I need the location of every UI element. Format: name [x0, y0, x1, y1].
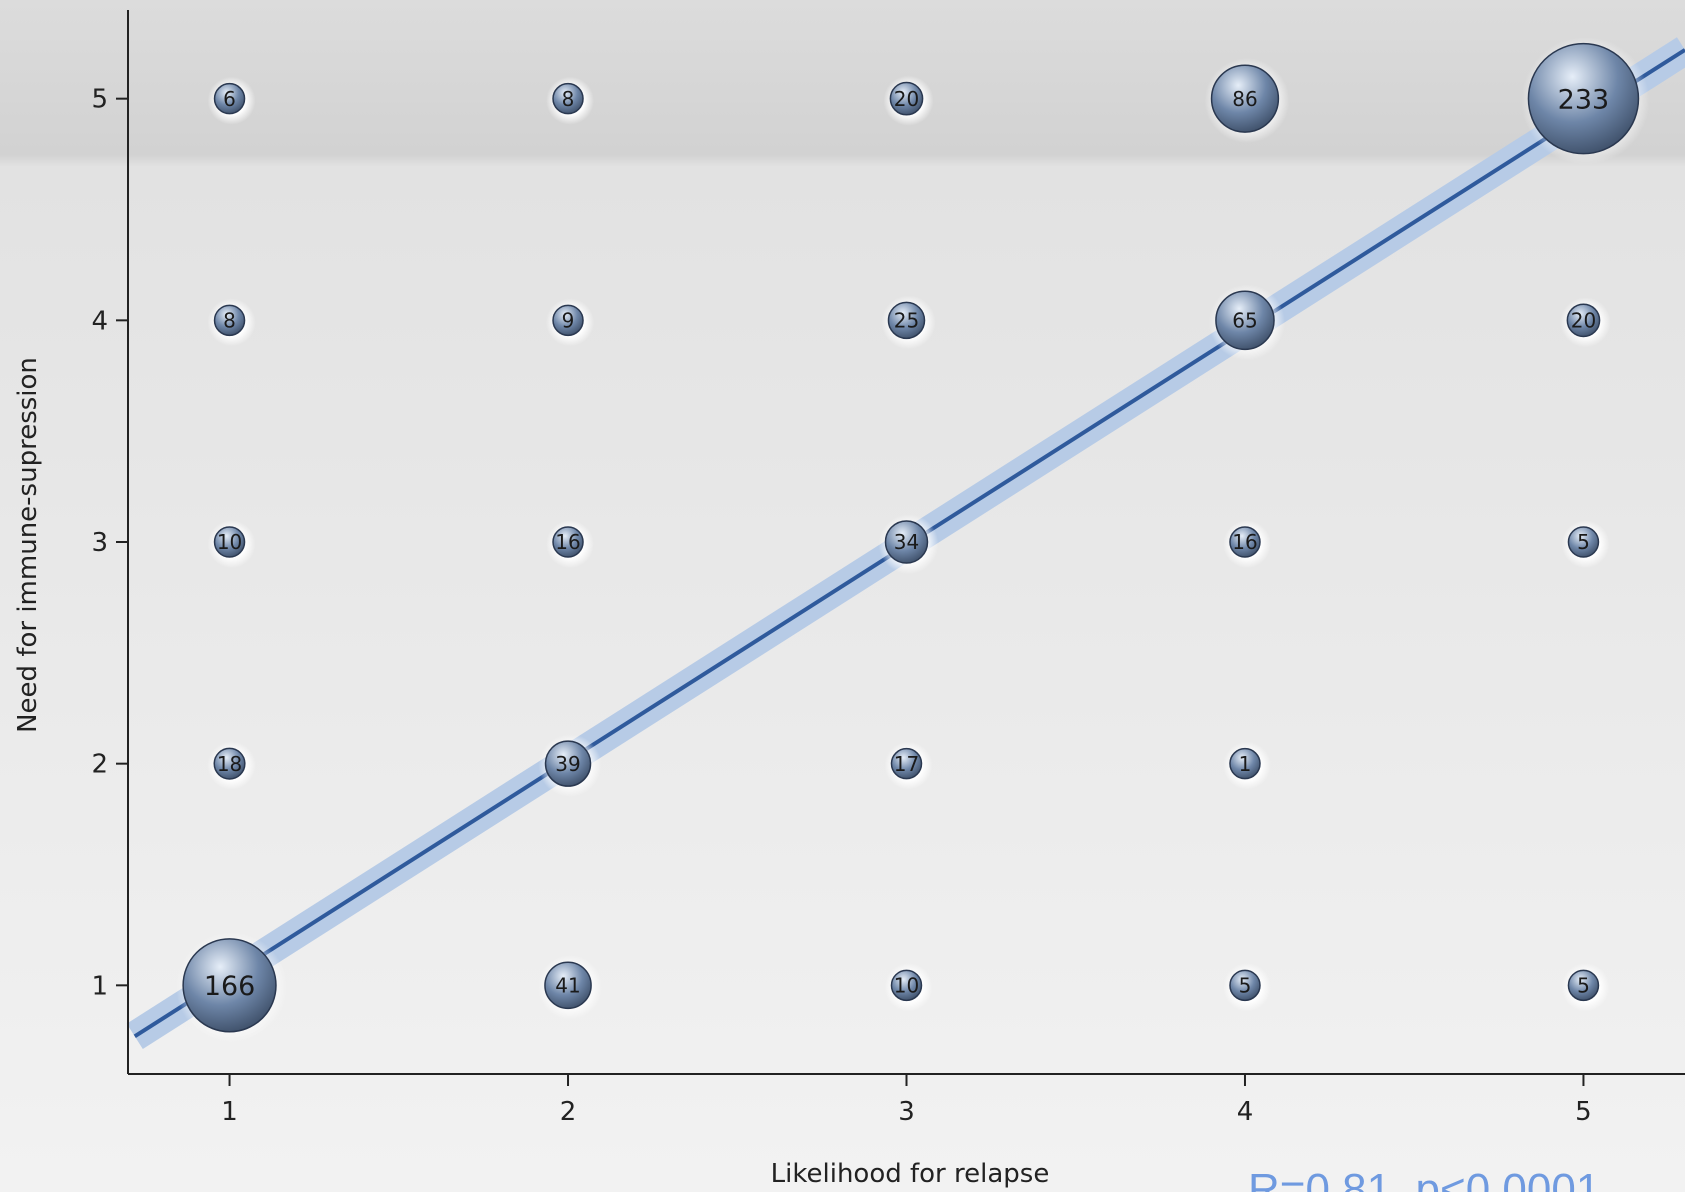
bubble-point: 20 — [1560, 297, 1611, 348]
bubble — [1567, 526, 1600, 558]
x-tick-label: 1 — [221, 1097, 238, 1127]
bubble-count-label: 10 — [217, 530, 242, 554]
bubble-count-label: 5 — [1577, 974, 1590, 998]
bubble — [213, 82, 246, 115]
bubble-count-label: 25 — [894, 309, 919, 333]
bubble-count-label: 20 — [1571, 309, 1596, 333]
bubble-point: 16 — [546, 520, 595, 568]
bubble-count-label: 18 — [217, 752, 242, 776]
bubble-count-label: 10 — [894, 974, 919, 998]
correlation-annotation: R=0.81, p<0.0001 — [1248, 1165, 1600, 1192]
bubble-point: 166 — [176, 931, 287, 1043]
bubble-count-label: 20 — [894, 87, 919, 111]
bubble-point: 10 — [884, 963, 933, 1012]
bubble — [887, 301, 926, 340]
y-axis-title: Need for immune-supression — [13, 357, 43, 733]
bubble-point: 5 — [1222, 963, 1271, 1012]
bubble-count-label: 86 — [1232, 87, 1257, 111]
bubble — [552, 304, 584, 337]
bubble — [1229, 526, 1261, 558]
bubble-count-label: 16 — [555, 530, 580, 554]
bubble — [182, 938, 277, 1033]
bubble — [213, 304, 246, 337]
bubble — [552, 526, 584, 558]
bubble — [1215, 290, 1275, 351]
bubble-count-label: 39 — [555, 752, 580, 776]
x-tick-label: 4 — [1237, 1097, 1254, 1127]
bubble — [890, 747, 923, 780]
bubble-point: 34 — [878, 513, 939, 575]
bubble-point: 9 — [546, 298, 595, 347]
bubble-point: 16 — [1222, 520, 1271, 568]
bubble-count-label: 6 — [223, 87, 236, 111]
bubble-count-label: 5 — [1239, 974, 1252, 998]
bubble — [1210, 64, 1280, 133]
bubble-count-label: 233 — [1558, 84, 1610, 115]
bubble-count-label: 8 — [562, 87, 575, 111]
bubble — [889, 81, 924, 116]
bubble-point: 1 — [1222, 741, 1271, 790]
bubble-count-label: 5 — [1577, 530, 1590, 554]
bubble-point: 41 — [537, 955, 603, 1020]
bubble-point: 39 — [538, 734, 602, 798]
bubble-point: 10 — [207, 520, 256, 568]
x-tick-label: 2 — [560, 1097, 577, 1127]
bubble — [1527, 42, 1640, 155]
y-tick-label: 2 — [91, 750, 108, 780]
bubble-count-label: 41 — [555, 974, 580, 998]
bubble — [1229, 747, 1261, 780]
bubble — [213, 526, 246, 558]
bubble-point: 86 — [1204, 58, 1290, 144]
bubble — [544, 961, 592, 1010]
bubble-count-label: 9 — [562, 309, 575, 333]
bubble-point: 8 — [546, 76, 595, 125]
bubble-point: 17 — [884, 741, 933, 790]
bubble-count-label: 1 — [1239, 752, 1252, 776]
bubble-point: 6 — [207, 76, 256, 125]
bubble — [890, 969, 923, 1002]
bubble-count-label: 17 — [894, 752, 919, 776]
bubble-count-label: 16 — [1232, 530, 1257, 554]
y-tick-label: 4 — [91, 306, 108, 336]
x-tick-label: 5 — [1575, 1097, 1592, 1127]
bubble-point: 5 — [1561, 963, 1610, 1012]
bubbles: 6 8 20 86 233 8 9 25 65 20 10 16 34 16 5 18 39 17 1 166 41 10… — [176, 36, 1650, 1043]
bubble-point: 18 — [207, 741, 256, 790]
bubble-count-label: 34 — [894, 530, 919, 554]
bubble-point: 5 — [1561, 520, 1610, 568]
bubble — [1229, 969, 1261, 1002]
bubble — [884, 520, 929, 564]
x-tick-label: 3 — [898, 1097, 915, 1127]
bubble-point: 20 — [883, 75, 934, 126]
bubble — [1566, 303, 1601, 338]
bubble-count-label: 166 — [204, 971, 255, 1002]
bubble-point: 8 — [207, 298, 256, 347]
y-tick-label: 5 — [91, 85, 108, 115]
bubble — [1567, 969, 1600, 1002]
bubble — [544, 740, 592, 787]
bubble — [213, 747, 246, 780]
bubble-point: 65 — [1208, 284, 1286, 361]
bubble-point: 233 — [1521, 36, 1650, 165]
bubble-point: 25 — [881, 295, 936, 350]
bubble-count-label: 65 — [1232, 309, 1257, 333]
bubble-count-label: 8 — [223, 309, 236, 333]
x-axis-title: Likelihood for relapse — [771, 1159, 1050, 1189]
y-tick-label: 1 — [91, 971, 108, 1001]
y-tick-label: 3 — [91, 528, 108, 558]
bubble — [552, 82, 584, 115]
